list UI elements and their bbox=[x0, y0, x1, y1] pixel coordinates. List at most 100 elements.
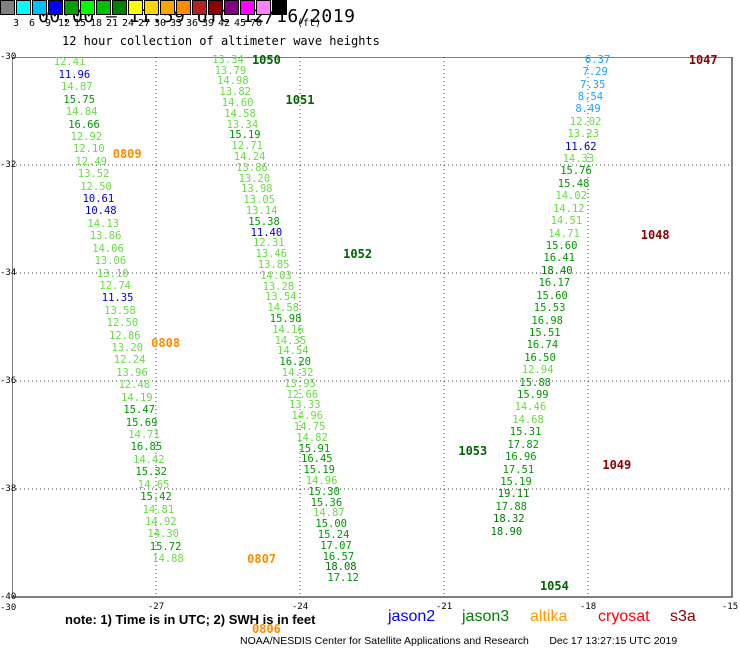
wave-height-label: 14.51 bbox=[550, 215, 583, 228]
wave-height-label: 14.96 bbox=[291, 410, 323, 423]
lat-tick-label: -36 bbox=[0, 376, 17, 386]
wave-height-label: 15.53 bbox=[533, 302, 566, 315]
wave-height-label: 12.71 bbox=[231, 140, 263, 153]
wave-height-label: 15.48 bbox=[557, 177, 590, 190]
map-area bbox=[12, 57, 733, 598]
wave-height-label: 18.32 bbox=[492, 513, 525, 526]
wave-height-label: 13.86 bbox=[236, 161, 268, 174]
wave-height-label: 14.16 bbox=[272, 323, 304, 336]
legend-tick-label: 42 bbox=[217, 18, 231, 29]
track-time-label: 1047 bbox=[688, 52, 718, 67]
wave-height-label: 13.06 bbox=[94, 255, 127, 268]
wave-height-label: 14.82 bbox=[296, 431, 328, 444]
legend-swatch bbox=[256, 0, 271, 15]
wave-height-label: 15.69 bbox=[125, 416, 158, 429]
wave-height-label: 16.41 bbox=[543, 252, 575, 265]
wave-height-label: 13.58 bbox=[104, 304, 136, 317]
wave-height-label: 15.75 bbox=[63, 93, 95, 106]
wave-height-label: 13.14 bbox=[245, 204, 278, 217]
wave-height-label: 13.98 bbox=[240, 183, 273, 196]
wave-height-label: 16.74 bbox=[526, 339, 559, 352]
wave-height-label: 14.88 bbox=[152, 553, 184, 566]
legend-swatch bbox=[144, 0, 159, 15]
lon-tick-label: -24 bbox=[291, 602, 309, 612]
footer-note: note: 1) Time is in UTC; 2) SWH is in fe… bbox=[65, 612, 316, 627]
wave-height-label: 14.87 bbox=[312, 507, 345, 520]
wave-height-label: 12.49 bbox=[75, 155, 107, 168]
wave-height-label: 17.12 bbox=[327, 572, 359, 585]
legend-swatch bbox=[176, 0, 191, 15]
legend-tick-label: 36 bbox=[185, 18, 199, 29]
legend-tick-label: 9 bbox=[44, 18, 52, 29]
footer-credit: NOAA/NESDIS Center for Satellite Applica… bbox=[240, 635, 677, 647]
legend-tick-label: 12 bbox=[57, 18, 71, 29]
wave-height-label: 12.86 bbox=[108, 329, 141, 342]
wave-height-label: 14.54 bbox=[276, 345, 309, 358]
lon-tick-label: -21 bbox=[435, 602, 453, 612]
wave-height-label: 14.19 bbox=[120, 391, 153, 404]
lat-tick-label: -34 bbox=[0, 268, 17, 278]
wave-height-label: 13.23 bbox=[567, 128, 599, 141]
satellite-s3a: s3a bbox=[670, 608, 696, 625]
legend-tick-label: 33 bbox=[169, 18, 183, 29]
wave-height-label: 13.20 bbox=[111, 342, 143, 355]
wave-height-label: 15.60 bbox=[545, 240, 578, 252]
wave-height-label: 17.88 bbox=[495, 500, 527, 513]
wave-height-label: 17.51 bbox=[502, 463, 535, 476]
wave-height-label: 12.02 bbox=[569, 115, 602, 128]
legend-tick-label: 70 bbox=[249, 18, 263, 29]
wave-height-label: 13.34 bbox=[212, 53, 244, 66]
wave-height-label: 16.96 bbox=[504, 451, 537, 464]
color-legend: 3 6 9 12 15 18 21 24 27 30 33 36 39 42 45 70 (ft) bbox=[0, 0, 321, 36]
wave-height-label: 15.98 bbox=[269, 312, 302, 325]
wave-height-label: 14.33 bbox=[562, 153, 595, 166]
wave-height-label: 18.40 bbox=[540, 264, 573, 277]
legend-swatch bbox=[240, 0, 255, 15]
wave-height-label: 14.13 bbox=[87, 217, 119, 230]
wave-height-label: 15.32 bbox=[135, 466, 167, 479]
map-frame bbox=[12, 57, 733, 598]
wave-height-label: 14.32 bbox=[281, 366, 314, 379]
wave-height-label: 15.72 bbox=[149, 540, 182, 553]
wave-height-label: 16.17 bbox=[538, 277, 571, 290]
wave-height-label: 16.57 bbox=[322, 550, 355, 563]
lat-tick-label: -32 bbox=[0, 160, 17, 170]
wave-height-label: 11.40 bbox=[250, 226, 283, 239]
legend-swatch bbox=[48, 0, 63, 15]
wave-height-label: 12.10 bbox=[72, 143, 105, 156]
legend-tick-label: 24 bbox=[121, 18, 135, 29]
legend-tick-label: 6 bbox=[28, 18, 36, 29]
timestamp-text: Dec 17 13:27:15 UTC 2019 bbox=[549, 635, 678, 647]
wave-height-label: 14.03 bbox=[260, 269, 292, 282]
satellite-altika: altika bbox=[530, 608, 568, 625]
wave-height-label: 13.95 bbox=[284, 377, 316, 390]
wave-height-label: 15.47 bbox=[123, 404, 155, 417]
wave-height-label: 15.19 bbox=[303, 464, 335, 477]
track-time-label: 0806 bbox=[251, 622, 281, 637]
wave-height-label: 6.37 bbox=[584, 53, 611, 66]
wave-height-label: 15.24 bbox=[317, 528, 350, 541]
wave-height-label: 14.75 bbox=[293, 420, 326, 433]
wave-height-label: 15.00 bbox=[315, 518, 347, 531]
track-time-label: 1051 bbox=[285, 93, 315, 108]
wave-height-label: 13.82 bbox=[219, 86, 251, 99]
lon-tick-label: -18 bbox=[579, 602, 597, 612]
wave-height-label: 12.66 bbox=[286, 388, 319, 401]
wave-height-label: 18.90 bbox=[490, 525, 523, 538]
wave-height-label: 19.11 bbox=[497, 488, 530, 501]
wave-height-label: 13.46 bbox=[255, 248, 287, 261]
track-time-label: 0809 bbox=[112, 147, 142, 162]
wave-height-label: 8.54 bbox=[577, 90, 604, 103]
wave-height-label: 15.88 bbox=[519, 376, 551, 389]
wave-height-label: 15.51 bbox=[528, 326, 561, 339]
spacer bbox=[532, 635, 547, 647]
wave-height-label: 12.24 bbox=[113, 354, 146, 367]
credit-text: NOAA/NESDIS Center for Satellite Applica… bbox=[240, 635, 529, 647]
lat-tick-label: -38 bbox=[0, 484, 17, 494]
wave-height-label: 14.58 bbox=[267, 302, 299, 315]
legend-swatch bbox=[96, 0, 111, 15]
wave-height-label: 14.12 bbox=[552, 202, 585, 215]
track-time-label: 1048 bbox=[640, 228, 670, 243]
lat-tick-label: -30 bbox=[0, 52, 17, 62]
wave-height-label: 12.41 bbox=[53, 56, 86, 69]
